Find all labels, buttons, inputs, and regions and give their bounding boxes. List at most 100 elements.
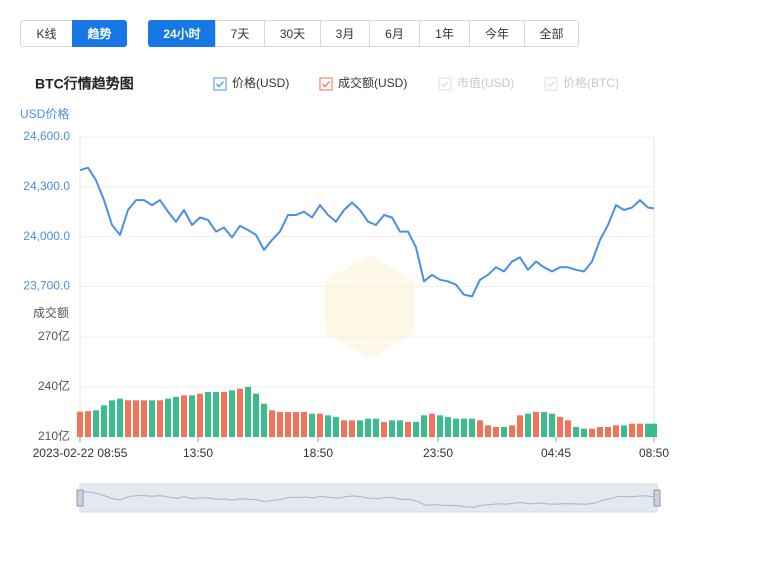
volume-bar	[613, 425, 619, 437]
legend: 价格(USD) 成交额(USD) 市值(USD) 价格(BTC)	[213, 75, 619, 91]
volume-bar	[421, 415, 427, 437]
y-tick-label: 23,700.0	[23, 279, 70, 293]
y-tick-label: 24,600.0	[23, 129, 70, 143]
volume-bar	[621, 425, 627, 437]
price-line	[79, 166, 655, 298]
check	[216, 81, 224, 88]
volume-bar	[205, 392, 211, 437]
volume-bar	[453, 418, 459, 437]
volume-bar	[581, 428, 587, 437]
range-button[interactable]: 全部	[524, 20, 579, 47]
volume-bar	[277, 412, 283, 437]
volume-bar	[541, 412, 547, 437]
legend-label[interactable]: 价格(USD)	[232, 75, 289, 90]
legend-label[interactable]: 成交额(USD)	[338, 75, 407, 90]
navigator-line	[79, 491, 658, 508]
y2-axis-title: 成交额	[33, 305, 69, 320]
x-tick-label: 2023-02-22 08:55	[33, 446, 128, 460]
volume-bar	[293, 412, 299, 437]
legend-checkbox[interactable]	[319, 77, 333, 91]
navigator-handle[interactable]	[76, 489, 84, 507]
y-tick-label: 24,000.0	[23, 229, 70, 243]
volume-bar	[189, 395, 195, 437]
volume-bar	[341, 420, 347, 437]
range-button[interactable]: 30天	[264, 20, 321, 47]
check	[322, 81, 330, 88]
check	[547, 81, 555, 88]
volume-bar	[429, 413, 435, 437]
volume-bar	[109, 400, 115, 437]
volume-bar	[605, 427, 611, 437]
volume-bar	[245, 387, 251, 437]
range-button[interactable]: 24小时	[148, 20, 216, 47]
volume-bar	[589, 428, 595, 437]
volume-bar	[181, 395, 187, 437]
volume-bar	[285, 412, 291, 437]
volume-bar	[133, 400, 139, 437]
volume-bar	[317, 413, 323, 437]
volume-bar	[373, 418, 379, 437]
volume-bar	[469, 418, 475, 437]
y-axis-title: USD价格	[20, 106, 69, 121]
legend-checkbox[interactable]	[213, 77, 227, 91]
range-button[interactable]: 6月	[369, 20, 420, 47]
volume-bar	[437, 415, 443, 437]
volume-bar	[651, 423, 657, 437]
x-tick-label: 08:50	[639, 446, 669, 460]
legend-checkbox[interactable]	[438, 77, 452, 91]
x-tick-label: 04:45	[541, 446, 571, 460]
legend-label[interactable]: 市值(USD)	[457, 75, 514, 90]
y2-tick-label: 270亿	[38, 328, 70, 343]
volume-bar	[533, 412, 539, 437]
volume-bar	[101, 405, 107, 437]
range-button[interactable]: 今年	[469, 20, 525, 47]
volume-bar	[325, 415, 331, 437]
volume-bar	[349, 420, 355, 437]
volume-bar	[93, 410, 99, 437]
volume-bar	[141, 400, 147, 437]
navigator-handle[interactable]	[653, 489, 661, 507]
volume-bar	[197, 393, 203, 437]
volume-bar	[253, 393, 259, 437]
volume-bar	[565, 420, 571, 437]
volume-bar	[477, 420, 483, 437]
volume-bar	[269, 410, 275, 437]
volume-bar	[85, 411, 91, 437]
volume-bar	[493, 427, 499, 437]
volume-bar	[557, 417, 563, 437]
tab[interactable]: 趋势	[72, 20, 127, 47]
volume-bar	[525, 413, 531, 437]
volume-bar	[509, 425, 515, 437]
volume-bar	[309, 413, 315, 437]
volume-bar	[149, 400, 155, 437]
range-button[interactable]: 1年	[419, 20, 470, 47]
volume-bar	[405, 422, 411, 437]
volume-bar	[237, 388, 243, 437]
watermark	[325, 255, 415, 359]
tab[interactable]: K线	[20, 20, 73, 47]
legend-checkbox[interactable]	[544, 77, 558, 91]
legend-label[interactable]: 价格(BTC)	[563, 75, 619, 90]
x-tick-label: 23:50	[423, 446, 453, 460]
volume-bar	[157, 400, 163, 437]
x-tick-label: 13:50	[183, 446, 213, 460]
volume-bar	[629, 423, 635, 437]
volume-bar	[221, 392, 227, 437]
volume-bar	[213, 392, 219, 437]
volume-bar	[549, 413, 555, 437]
volume-bar	[597, 427, 603, 437]
x-tick-label: 18:50	[303, 446, 333, 460]
y2-tick-label: 240亿	[38, 378, 70, 393]
volume-bar	[365, 418, 371, 437]
volume-bar	[485, 425, 491, 437]
volume-bar	[357, 420, 363, 437]
volume-bar	[645, 423, 651, 437]
volume-bar	[389, 420, 395, 437]
volume-bar	[261, 403, 267, 437]
volume-bar	[413, 422, 419, 437]
volume-bar	[117, 398, 123, 437]
volume-bar	[397, 420, 403, 437]
volume-bar	[333, 417, 339, 437]
